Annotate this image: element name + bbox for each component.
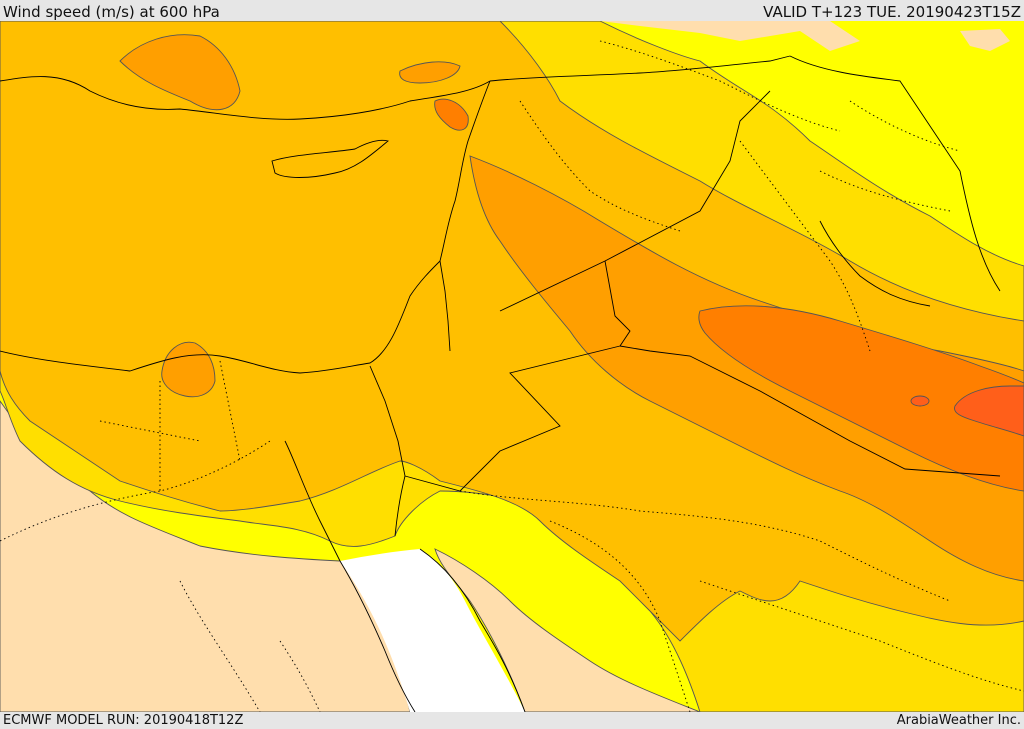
gulf-of-suez [284, 440, 341, 562]
jordan-saudi-border [404, 345, 621, 492]
model-run-label: ECMWF MODEL RUN: 20190418T12Z [3, 713, 244, 728]
mediterranean-coastline [0, 80, 491, 374]
admin-boundary-iraq [739, 140, 871, 352]
admin-boundary-iraq-2 [819, 100, 961, 212]
admin-boundary-arabia [459, 490, 951, 602]
admin-boundary-turkey [599, 40, 841, 132]
iraq-iran-border [789, 55, 1001, 292]
band-6-small-spot [910, 395, 930, 407]
admin-boundary-south [699, 580, 1024, 692]
admin-boundary-egypt-2 [99, 360, 241, 491]
red-sea-coastline [339, 560, 416, 712]
turkey-syria-border [489, 55, 791, 82]
valid-time-label: VALID T+123 TUE. 20190423T15Z [763, 3, 1021, 21]
calm-area-northeast-small [960, 29, 1010, 51]
band-4-egypt-blob [161, 341, 216, 398]
band-4-turkey-strip [399, 61, 461, 84]
arabia-west-coastline [419, 548, 526, 712]
band-5-region [698, 305, 1024, 492]
cyprus-island [271, 139, 389, 178]
gulf-of-aqaba [394, 475, 406, 537]
map-title: Wind speed (m/s) at 600 hPa [3, 3, 220, 21]
anatolia-south-coast [0, 76, 491, 120]
wind-speed-map [0, 21, 1024, 712]
footer-bar: ECMWF MODEL RUN: 20190418T12Z ArabiaWeat… [0, 712, 1024, 729]
syria-iraq-border [499, 90, 771, 312]
band-4-northwest-blob [119, 34, 241, 111]
admin-boundary-sahara [179, 580, 321, 712]
iraq-saudi-border [619, 345, 1001, 477]
band-3-region [0, 21, 1024, 642]
credit-label: ArabiaWeather Inc. [896, 713, 1021, 728]
band-6-core [954, 385, 1024, 437]
red-sea-blank [340, 549, 525, 712]
calm-area-northeast [600, 21, 860, 51]
levant-coast-border [439, 260, 451, 352]
persian-gulf-coast [819, 220, 931, 307]
header-bar: Wind speed (m/s) at 600 hPa VALID T+123 … [0, 0, 1024, 21]
sinai-israel-border [369, 365, 406, 477]
band-5-northern-spot [434, 98, 469, 131]
band-4-region [469, 155, 1024, 582]
jordan-iraq-border [604, 260, 631, 347]
calm-area-hejaz [434, 548, 701, 712]
admin-boundary-egypt [0, 440, 271, 542]
